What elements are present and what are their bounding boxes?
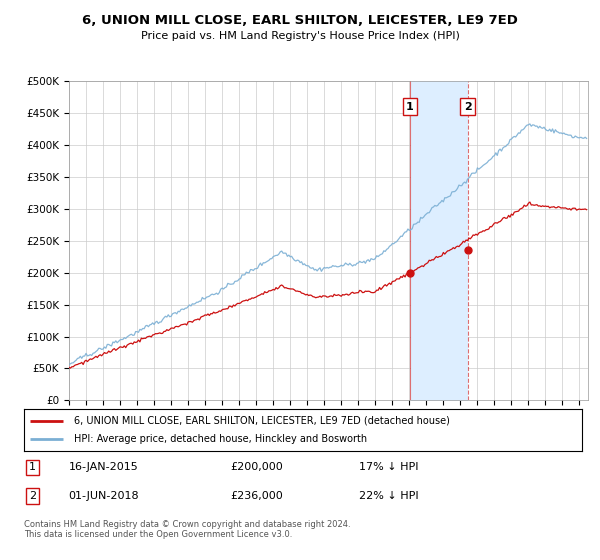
Text: HPI: Average price, detached house, Hinckley and Bosworth: HPI: Average price, detached house, Hinc… <box>74 434 367 444</box>
Text: 1: 1 <box>29 463 36 473</box>
Text: £200,000: £200,000 <box>230 463 283 473</box>
Text: 1: 1 <box>406 102 414 112</box>
Text: 01-JUN-2018: 01-JUN-2018 <box>68 491 139 501</box>
Text: Contains HM Land Registry data © Crown copyright and database right 2024.
This d: Contains HM Land Registry data © Crown c… <box>24 520 350 539</box>
Text: 6, UNION MILL CLOSE, EARL SHILTON, LEICESTER, LE9 7ED (detached house): 6, UNION MILL CLOSE, EARL SHILTON, LEICE… <box>74 416 450 426</box>
Text: 17% ↓ HPI: 17% ↓ HPI <box>359 463 418 473</box>
Text: 2: 2 <box>464 102 472 112</box>
Text: 2: 2 <box>29 491 36 501</box>
Text: 6, UNION MILL CLOSE, EARL SHILTON, LEICESTER, LE9 7ED: 6, UNION MILL CLOSE, EARL SHILTON, LEICE… <box>82 14 518 27</box>
Text: 22% ↓ HPI: 22% ↓ HPI <box>359 491 418 501</box>
Text: £236,000: £236,000 <box>230 491 283 501</box>
Text: Price paid vs. HM Land Registry's House Price Index (HPI): Price paid vs. HM Land Registry's House … <box>140 31 460 41</box>
Text: 16-JAN-2015: 16-JAN-2015 <box>68 463 139 473</box>
